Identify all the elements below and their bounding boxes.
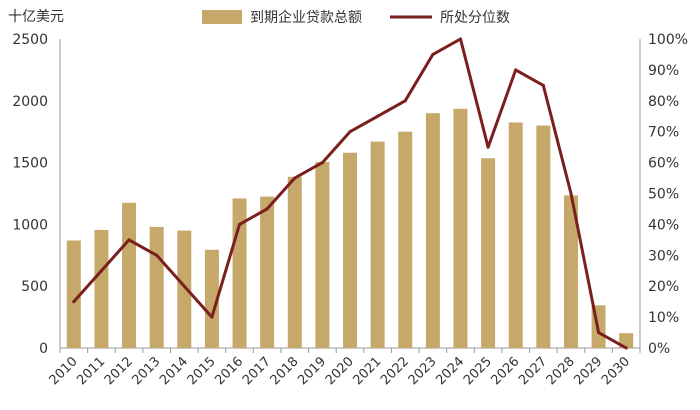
- x-tick-label: 2015: [185, 354, 219, 388]
- line-point-2015: [210, 315, 214, 319]
- bar-2012: [122, 202, 137, 348]
- line-point-2013: [155, 253, 159, 257]
- bar-2020: [343, 152, 357, 348]
- x-tick-label: 2021: [350, 354, 384, 388]
- y-right-tick-label: 100%: [648, 32, 688, 48]
- line-point-2021: [376, 114, 380, 118]
- x-tick-label: 2013: [129, 354, 163, 388]
- bar-2030: [619, 333, 634, 348]
- bar-series: [66, 108, 634, 349]
- y-right-tick-label: 90%: [648, 63, 679, 79]
- y-right-tick-label: 10%: [648, 310, 679, 326]
- bar-2024: [453, 108, 468, 348]
- line-series: [72, 37, 628, 350]
- x-tick-label: 2014: [157, 354, 191, 388]
- y-right-tick-label: 20%: [648, 279, 679, 295]
- bar-2019: [315, 161, 330, 348]
- bar-2027: [536, 125, 551, 349]
- x-tick-label: 2018: [268, 354, 302, 388]
- bar-2017: [260, 196, 275, 348]
- bar-2021: [370, 141, 385, 348]
- x-tick-label: 2011: [74, 354, 108, 388]
- bar-2028: [563, 195, 578, 348]
- line-point-2019: [320, 161, 324, 165]
- x-tick-label: 2019: [295, 354, 329, 388]
- line-point-2027: [541, 83, 545, 87]
- x-tick-label: 2010: [47, 354, 81, 388]
- x-tick-label: 2012: [102, 354, 136, 388]
- line-point-2010: [72, 300, 76, 304]
- bar-2011: [94, 229, 109, 348]
- y-left-tick-label: 2000: [12, 94, 48, 110]
- y-left-tick-label: 500: [21, 279, 48, 295]
- bar-2025: [481, 158, 496, 348]
- legend-bar-swatch: [202, 10, 242, 24]
- line-point-2028: [569, 192, 573, 195]
- y-left-tick-labels: 0 500 1000 1500 2000 2500: [12, 32, 48, 357]
- bar-2010: [66, 240, 81, 348]
- line-point-2024: [458, 37, 462, 41]
- line-point-2016: [238, 222, 242, 226]
- bar-2018: [287, 176, 302, 348]
- y-right-tick-labels: 0% 10% 20% 30% 40% 50% 60% 70% 80% 90% 100%: [648, 32, 688, 357]
- x-tick-label: 2030: [599, 354, 633, 388]
- x-tick-label: 2024: [433, 354, 467, 388]
- line-point-2014: [182, 284, 186, 288]
- bar-2014: [177, 230, 192, 348]
- line-point-2018: [293, 176, 297, 180]
- line-point-2029: [597, 331, 601, 335]
- legend-bar-label: 到期企业贷款总额: [250, 9, 362, 26]
- line-point-2022: [403, 99, 407, 103]
- bar-2013: [149, 226, 164, 348]
- y-left-tick-label: 2500: [12, 32, 48, 48]
- y-right-tick-label: 70%: [648, 125, 679, 141]
- x-tick-label: 2026: [489, 354, 523, 388]
- line-point-2026: [514, 68, 518, 72]
- y-left-unit-label: 十亿美元: [8, 9, 64, 25]
- x-tick-label: 2029: [571, 354, 605, 388]
- y-right-tick-label: 60%: [648, 156, 679, 172]
- line-point-2017: [265, 207, 269, 211]
- y-left-tick-label: 0: [39, 341, 48, 357]
- y-right-tick-label: 80%: [648, 94, 679, 110]
- line-point-2020: [348, 130, 352, 134]
- line-point-2011: [99, 269, 103, 273]
- legend: 到期企业贷款总额 所处分位数: [202, 9, 510, 26]
- x-tick-label: 2023: [406, 354, 440, 388]
- y-left-tick-label: 1500: [12, 156, 48, 172]
- line-point-2023: [431, 52, 435, 56]
- y-left-tick-label: 1000: [12, 217, 48, 233]
- x-tick-label: 2027: [516, 354, 550, 388]
- bar-2022: [398, 131, 413, 348]
- x-tick-labels: 2010201120122013201420152016201720182019…: [47, 354, 633, 388]
- x-tick-label: 2028: [544, 354, 578, 388]
- bar-2015: [204, 249, 219, 348]
- y-right-tick-label: 40%: [648, 217, 679, 233]
- x-tick-label: 2017: [240, 354, 274, 388]
- bar-2026: [508, 122, 523, 349]
- x-tick-label: 2016: [212, 354, 246, 388]
- y-right-tick-label: 0%: [648, 341, 670, 357]
- x-tick-label: 2020: [323, 354, 357, 388]
- x-tick-label: 2025: [461, 354, 495, 388]
- y-right-tick-label: 50%: [648, 187, 679, 203]
- line-point-2025: [486, 145, 490, 149]
- x-tick-label: 2022: [378, 354, 412, 388]
- legend-line-label: 所处分位数: [440, 10, 510, 26]
- y-right-tick-label: 30%: [648, 248, 679, 264]
- line-point-2012: [127, 238, 131, 242]
- bar-2023: [425, 113, 440, 348]
- line-point-2030: [624, 346, 628, 350]
